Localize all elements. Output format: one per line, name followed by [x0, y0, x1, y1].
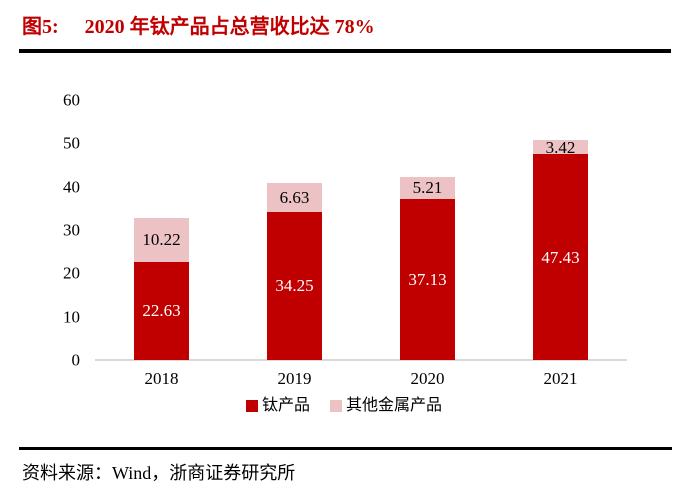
legend-item: 钛产品 [245, 397, 310, 414]
bar-value-label: 6.63 [279, 187, 310, 207]
bottom-divider [19, 447, 672, 450]
x-axis-label: 2018 [144, 369, 179, 388]
bar-segment-primary: 37.13 [400, 199, 455, 360]
bar-value-label: 34.25 [275, 276, 314, 296]
y-axis-tick-label: 30 [63, 220, 80, 240]
legend-label: 钛产品 [261, 397, 310, 414]
figure-number-label: 图5: [22, 16, 59, 38]
chart-legend: 钛产品 其他金属产品 [0, 398, 688, 414]
legend-label: 其他金属产品 [346, 397, 443, 414]
bar-value-label: 3.42 [545, 137, 576, 157]
x-axis-line [95, 359, 627, 361]
bar-value-label: 47.43 [541, 247, 580, 267]
bar-value-label: 5.21 [412, 178, 443, 198]
legend-swatch-icon [245, 400, 258, 412]
bar-segment-primary: 22.63 [134, 261, 189, 360]
figure-title: 图5: 2020 年钛产品占总营收比达 78% [22, 10, 375, 39]
y-axis-tick-label: 20 [63, 263, 80, 283]
x-axis-label: 2021 [543, 369, 578, 388]
bar-segment-secondary: 3.42 [533, 137, 588, 157]
source-note: 资料来源：Wind，浙商证券研究所 [22, 463, 296, 483]
x-axis-label: 2019 [277, 369, 312, 388]
top-divider [19, 49, 671, 53]
legend-swatch-icon [330, 400, 342, 412]
bar-segment-secondary: 5.21 [400, 176, 455, 200]
bar-segment-secondary: 10.22 [134, 217, 189, 262]
y-axis-tick-label: 0 [71, 350, 81, 370]
x-axis-label: 2020 [410, 369, 445, 388]
y-axis-tick-label: 50 [63, 133, 80, 153]
y-axis-tick-label: 40 [63, 177, 80, 197]
bar-segment-secondary: 6.63 [267, 182, 322, 212]
bar-segment-primary: 34.25 [267, 211, 322, 360]
legend-item: 其他金属产品 [330, 398, 442, 414]
y-axis-tick-label: 10 [63, 307, 80, 327]
bar-value-label: 37.13 [408, 270, 447, 290]
bar-segment-primary: 47.43 [533, 154, 588, 360]
figure-title-text: 2020 年钛产品占总营收比达 78% [84, 16, 375, 38]
bar-value-label: 22.63 [142, 301, 181, 321]
bar-value-label: 10.22 [142, 230, 181, 250]
y-axis-tick-label: 60 [63, 90, 80, 110]
